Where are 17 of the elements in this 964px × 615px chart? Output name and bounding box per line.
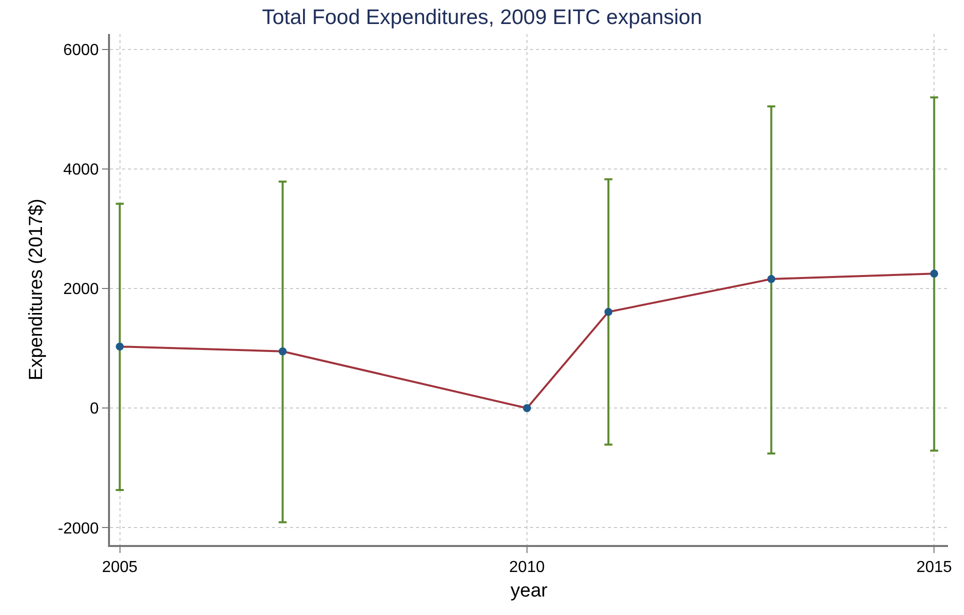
y-tick-label: 0 <box>90 400 99 418</box>
y-tick-label: -2000 <box>58 520 99 538</box>
chart-title: Total Food Expenditures, 2009 EITC expansion <box>262 6 702 29</box>
point <box>767 275 776 284</box>
y-tick-label: 2000 <box>63 281 99 298</box>
y-tick-label: 6000 <box>63 42 99 60</box>
x-tick-label: 2015 <box>916 559 952 576</box>
point <box>522 404 531 412</box>
x-tick-label: 2005 <box>102 559 138 576</box>
y-axis-title: Expenditures (2017$) <box>26 198 48 380</box>
point <box>604 308 612 316</box>
x-axis-title: year <box>510 580 548 602</box>
point <box>278 347 287 356</box>
point <box>116 342 124 351</box>
y-tick-label: 4000 <box>63 162 99 179</box>
point <box>930 270 938 278</box>
x-tick-label: 2010 <box>509 559 545 576</box>
